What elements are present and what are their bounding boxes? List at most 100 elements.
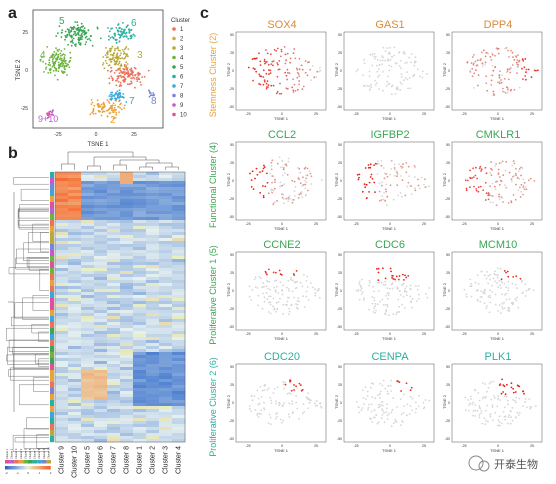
heatmap-cell [55, 331, 69, 335]
heatmap-cell [55, 214, 69, 218]
expression-point [392, 198, 395, 201]
cluster-point [133, 77, 136, 80]
expression-point [408, 77, 411, 79]
cluster-point [118, 111, 120, 113]
expression-point [314, 288, 317, 291]
heatmap-cell [120, 382, 134, 386]
heatmap-cell [159, 313, 173, 317]
heatmap-cell [107, 175, 121, 179]
expression-point [316, 70, 319, 73]
heatmap-cell [133, 355, 147, 359]
cluster-point [108, 102, 111, 104]
feature-y-tick: -50 [229, 437, 234, 441]
expression-point [261, 286, 263, 289]
expression-point [496, 48, 499, 50]
heatmap-column-label: Cluster 10 [72, 446, 79, 478]
heatmap-cell [133, 196, 147, 200]
feature-y-tick: -50 [337, 105, 342, 109]
heatmap-cell [133, 181, 147, 185]
cluster-point [143, 75, 146, 78]
expression-point [358, 280, 361, 283]
feature-y-tick: 0 [232, 289, 234, 293]
heatmap-cell [107, 403, 121, 407]
row-cluster-swatch [50, 322, 54, 329]
cluster-point [60, 62, 62, 65]
cluster-point [103, 67, 106, 70]
expression-point [265, 82, 268, 85]
cluster-point [96, 99, 99, 102]
cluster-point [57, 67, 60, 70]
heatmap-cell [107, 379, 121, 383]
expression-point [260, 413, 262, 416]
expression-point [518, 412, 521, 414]
panel-b-label: b [8, 145, 18, 162]
expression-point [271, 175, 274, 178]
expression-point [515, 61, 518, 64]
cluster-point [59, 52, 62, 55]
heatmap-cell [55, 343, 69, 347]
heatmap-cell [107, 412, 121, 416]
heatmap-cell [55, 181, 69, 185]
heatmap-cell [133, 328, 147, 332]
expression-point [472, 410, 475, 413]
expression-point [384, 188, 387, 191]
expression-point [304, 187, 306, 190]
expression-point [518, 86, 521, 89]
feature-x-tick: 25 [530, 332, 534, 336]
feature-x-axis-label: TSNE 1 [382, 336, 397, 341]
expression-point [251, 289, 254, 291]
expression-point [506, 91, 509, 94]
heatmap-cell [120, 310, 134, 314]
heatmap-cell [55, 268, 69, 272]
expression-point [315, 399, 318, 402]
expression-point [385, 411, 388, 413]
expression-point [300, 191, 303, 193]
expression-point [293, 384, 295, 386]
feature-row-label: Functional Cluster (4) [208, 142, 218, 228]
heatmap-cell [172, 334, 186, 338]
heatmap-cell [133, 319, 147, 323]
heatmap-cell [133, 211, 147, 215]
expression-point [487, 282, 489, 285]
heatmap-cell [172, 241, 186, 245]
expression-point [253, 57, 256, 60]
expression-point [262, 196, 265, 199]
expression-point [361, 291, 364, 293]
heatmap-cell [107, 298, 121, 302]
expression-point [403, 405, 406, 407]
expression-point [264, 384, 266, 387]
heatmap-cell [172, 325, 186, 329]
expression-point [275, 400, 277, 402]
expression-point [513, 175, 516, 177]
expression-point [254, 276, 257, 279]
cluster-point [117, 80, 120, 83]
heatmap-cell [159, 310, 173, 314]
heatmap-cell [172, 385, 186, 389]
heatmap-cell [120, 247, 134, 251]
expression-point [465, 295, 468, 298]
expression-point [265, 272, 267, 274]
row-cluster-swatch [50, 274, 54, 281]
cluster-point [53, 61, 56, 64]
expression-point [384, 280, 387, 283]
expression-point [309, 68, 312, 71]
expression-point [510, 416, 512, 419]
cluster-point [128, 75, 131, 78]
expression-point [485, 396, 487, 398]
heatmap-cell [133, 190, 147, 194]
cluster-point [139, 73, 142, 75]
expression-point [505, 47, 508, 49]
heatmap-cell [94, 217, 108, 221]
expression-point [357, 68, 359, 71]
expression-point [368, 85, 371, 87]
expression-point [378, 64, 381, 67]
cluster-point [47, 72, 50, 74]
heatmap-cell [159, 214, 173, 218]
expression-point [515, 401, 517, 404]
expression-point [264, 62, 266, 65]
expression-point [390, 411, 393, 414]
expression-point [381, 59, 384, 62]
feature-x-axis-label: TSNE 1 [382, 448, 397, 453]
cluster-point [123, 50, 125, 53]
cluster-point [122, 96, 124, 98]
